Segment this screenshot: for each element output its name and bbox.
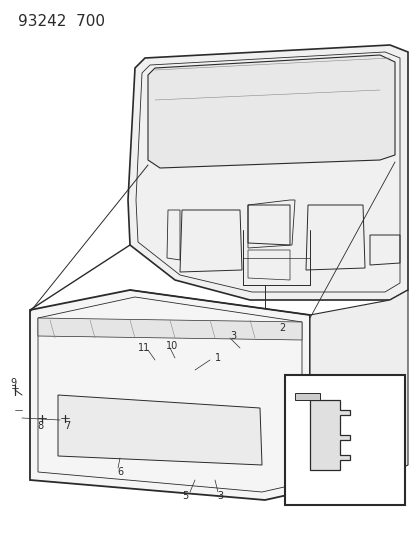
Polygon shape [309, 290, 407, 490]
Text: 1: 1 [366, 433, 372, 443]
Polygon shape [38, 318, 301, 340]
Text: 4: 4 [366, 388, 372, 398]
Text: 10: 10 [166, 341, 178, 351]
Text: 6: 6 [116, 467, 123, 477]
Polygon shape [309, 400, 349, 470]
Polygon shape [30, 290, 309, 500]
Text: 1: 1 [214, 353, 221, 363]
Text: 3: 3 [216, 491, 223, 501]
Text: 8: 8 [37, 421, 43, 431]
Text: 7: 7 [64, 421, 70, 431]
Polygon shape [128, 45, 407, 300]
Text: 3: 3 [229, 331, 235, 341]
Text: 2: 2 [278, 323, 285, 333]
Polygon shape [147, 55, 394, 168]
Polygon shape [294, 393, 319, 400]
Text: 11: 11 [138, 343, 150, 353]
Polygon shape [58, 395, 261, 465]
Ellipse shape [75, 402, 154, 457]
Text: 93242  700: 93242 700 [18, 14, 105, 29]
Bar [284, 375, 404, 505]
Text: 9: 9 [10, 378, 16, 388]
Text: 5: 5 [181, 491, 188, 501]
